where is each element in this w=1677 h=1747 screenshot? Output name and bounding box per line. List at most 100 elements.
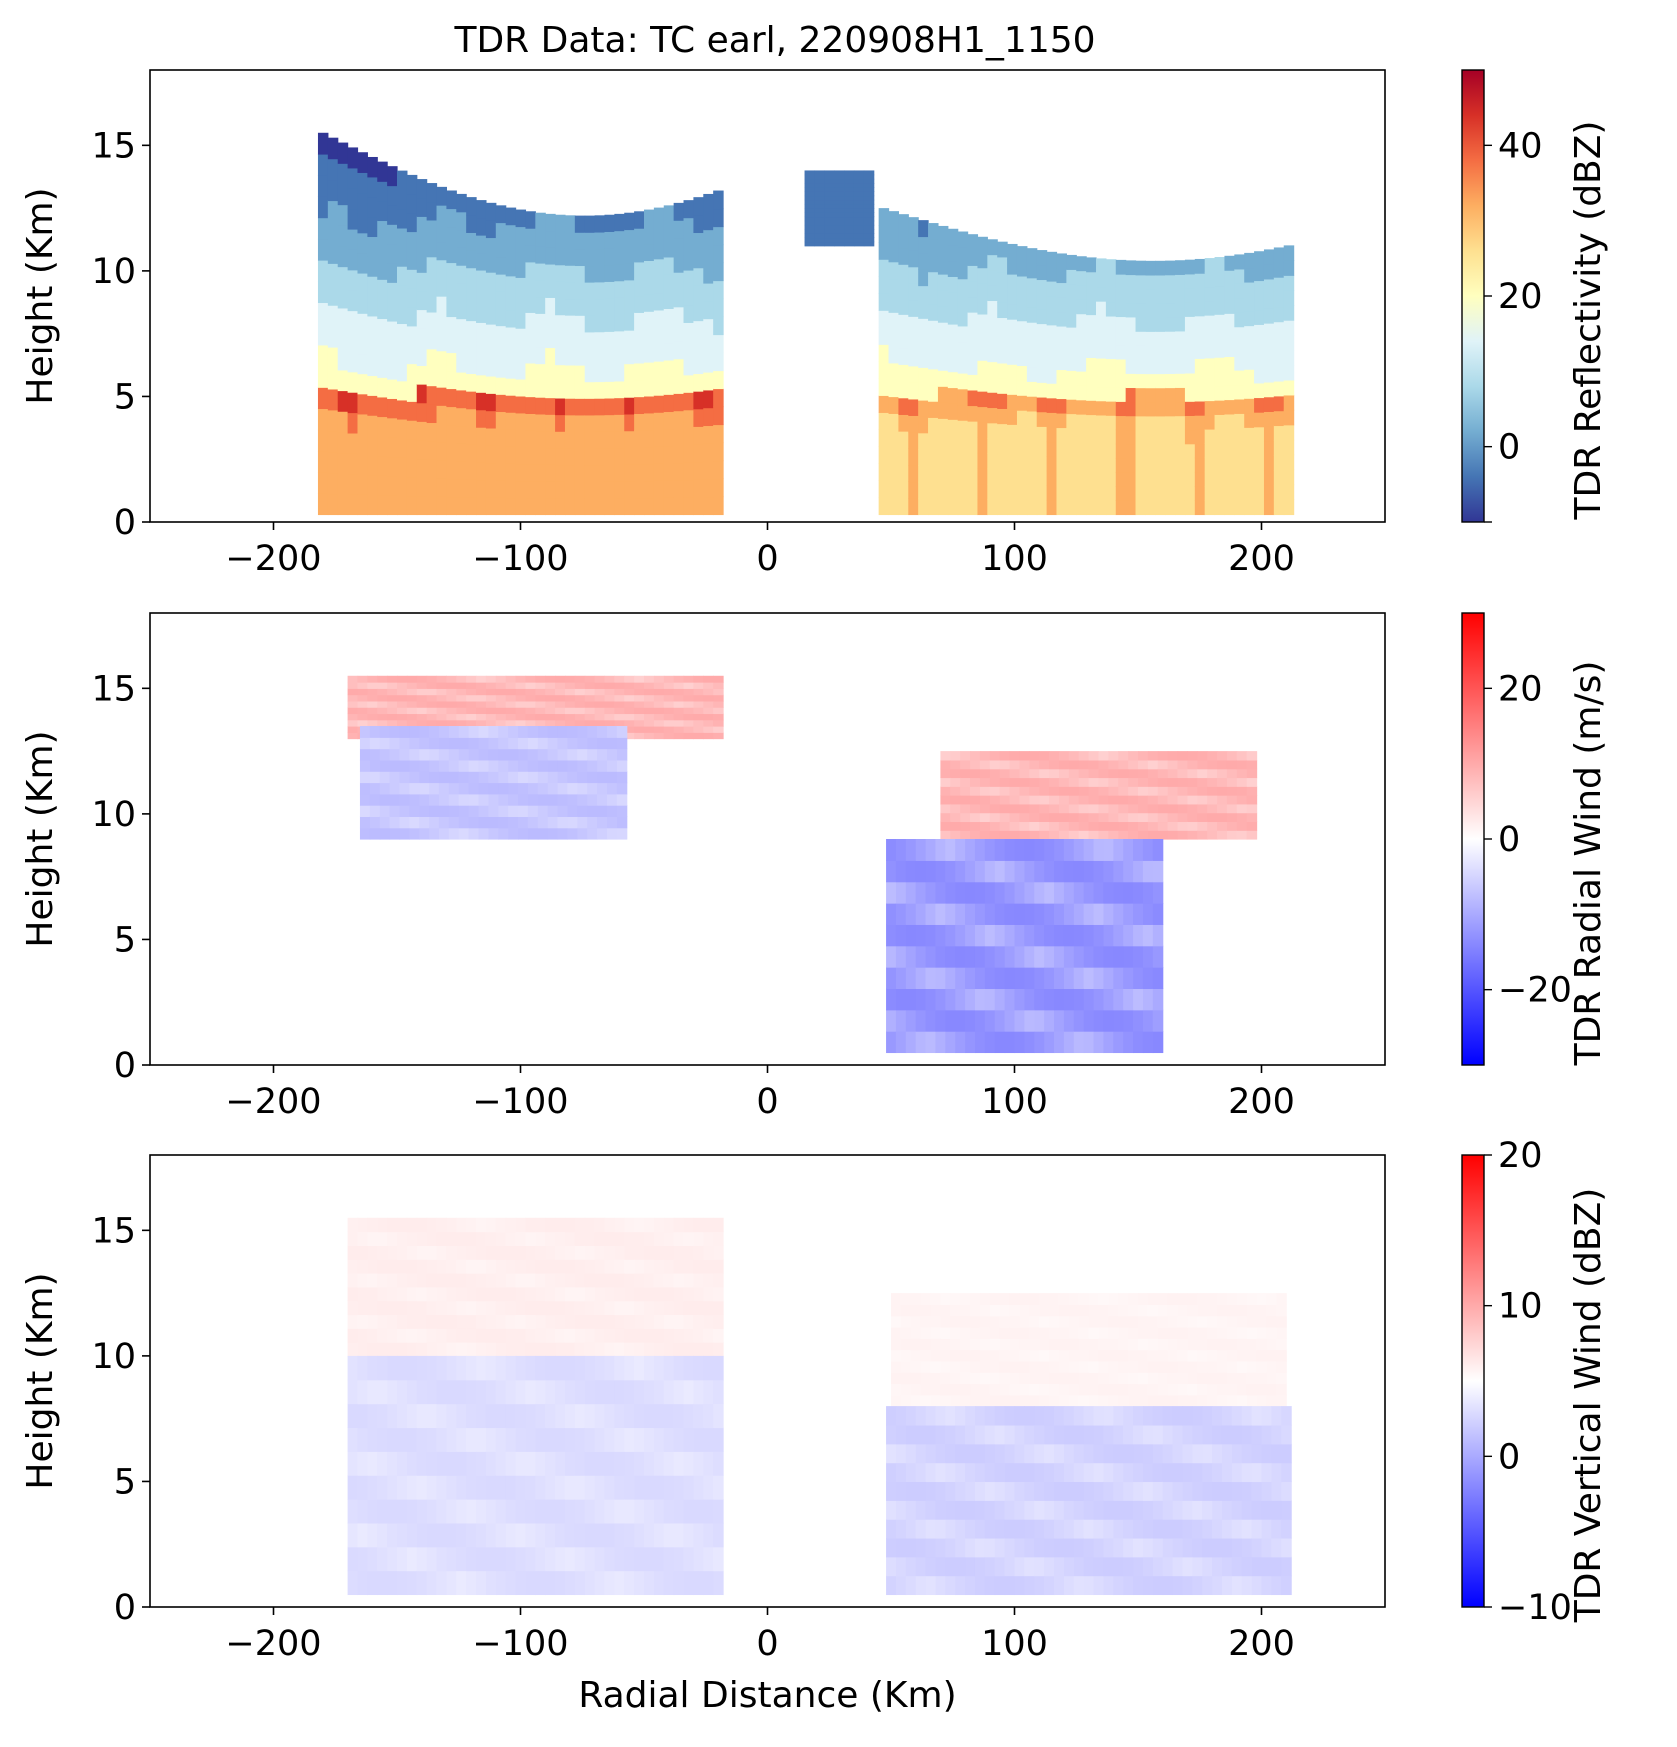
data-cell <box>406 1273 418 1288</box>
data-cell <box>1204 300 1216 316</box>
data-cell <box>584 1286 596 1302</box>
data-cell <box>397 285 408 305</box>
data-cell <box>814 224 825 230</box>
data-cell <box>1123 903 1134 925</box>
data-cell <box>1078 1372 1090 1385</box>
data-cell <box>1019 1338 1030 1351</box>
data-cell <box>853 229 865 234</box>
data-cell <box>1273 277 1285 293</box>
data-cell <box>389 748 401 761</box>
data-cell <box>1152 1575 1164 1596</box>
data-cell <box>347 719 359 727</box>
data-cell <box>703 1379 714 1405</box>
colorbar-tick-label: 20 <box>1498 1136 1543 1176</box>
data-cell <box>997 469 1008 485</box>
data-cell <box>387 379 398 399</box>
data-cell <box>406 675 418 683</box>
data-cell <box>476 1245 487 1260</box>
data-cell <box>1046 412 1058 428</box>
data-cell <box>1058 768 1070 779</box>
data-cell <box>940 1349 951 1362</box>
data-cell <box>989 1293 1001 1306</box>
data-cell <box>663 1403 675 1429</box>
data-cell <box>1113 903 1124 925</box>
data-cell <box>357 433 368 455</box>
data-cell <box>1123 1031 1134 1054</box>
data-cell <box>888 295 900 313</box>
data-cell <box>1224 485 1235 501</box>
data-cell <box>1019 1315 1030 1328</box>
data-cell <box>387 1499 398 1524</box>
data-cell <box>397 1231 408 1246</box>
data-cell <box>1026 336 1038 353</box>
data-cell <box>977 421 988 438</box>
data-cell <box>878 378 890 396</box>
data-cell <box>406 269 418 289</box>
data-cell <box>515 1286 527 1302</box>
data-cell <box>974 988 986 1011</box>
data-cell <box>446 694 457 702</box>
data-cell <box>1068 1338 1080 1351</box>
data-cell <box>1236 803 1248 814</box>
data-cell <box>1182 1424 1193 1445</box>
data-cell <box>1155 387 1166 403</box>
data-cell <box>604 1231 615 1246</box>
data-cell <box>974 1575 986 1596</box>
data-cell <box>387 282 398 303</box>
data-cell <box>614 1231 625 1246</box>
data-cell <box>624 430 635 449</box>
data-cell <box>713 700 724 708</box>
data-cell <box>1128 1338 1139 1351</box>
data-cell <box>409 771 420 784</box>
data-cell <box>1096 386 1107 402</box>
data-cell <box>1147 777 1159 787</box>
data-cell <box>878 446 890 465</box>
data-cell <box>426 1355 438 1381</box>
data-cell <box>898 397 909 415</box>
data-cell <box>1044 1519 1055 1539</box>
data-cell <box>1034 967 1045 990</box>
data-cell <box>1054 839 1065 861</box>
data-cell <box>1234 312 1245 328</box>
data-cell <box>347 1546 359 1572</box>
data-cell <box>584 215 596 233</box>
data-cell <box>673 707 685 715</box>
data-cell <box>1115 457 1127 473</box>
data-cell <box>644 480 655 499</box>
data-cell <box>1125 316 1137 332</box>
data-cell <box>888 244 900 263</box>
data-cell <box>1036 250 1048 266</box>
data-cell <box>1024 1406 1035 1426</box>
data-cell <box>495 342 507 361</box>
data-cell <box>994 1481 1006 1501</box>
data-cell <box>416 1245 428 1260</box>
data-cell <box>977 360 988 377</box>
data-cell <box>525 346 536 364</box>
data-cell <box>1046 470 1058 486</box>
data-cell <box>387 243 398 264</box>
data-cell <box>1086 271 1097 287</box>
data-cell <box>834 212 845 218</box>
data-cell <box>908 332 919 350</box>
data-cell <box>1133 988 1144 1011</box>
data-cell <box>1096 343 1107 359</box>
data-cell <box>955 1481 966 1501</box>
data-cell <box>977 406 988 423</box>
data-cell <box>1138 1383 1149 1396</box>
data-cell <box>895 860 907 883</box>
data-cell <box>663 291 675 310</box>
data-cell <box>495 1245 507 1260</box>
data-cell <box>367 256 378 277</box>
data-cell <box>1026 425 1038 442</box>
data-cell <box>863 174 875 180</box>
data-cell <box>1207 1304 1218 1317</box>
data-cell <box>1078 1394 1090 1407</box>
data-cell <box>824 216 835 222</box>
data-cell <box>535 707 546 715</box>
data-cell <box>713 478 724 498</box>
data-cell <box>1182 1556 1193 1577</box>
data-cell <box>693 197 704 216</box>
data-cell <box>525 463 536 482</box>
data-cell <box>1115 486 1127 501</box>
data-cell <box>1058 1327 1070 1339</box>
